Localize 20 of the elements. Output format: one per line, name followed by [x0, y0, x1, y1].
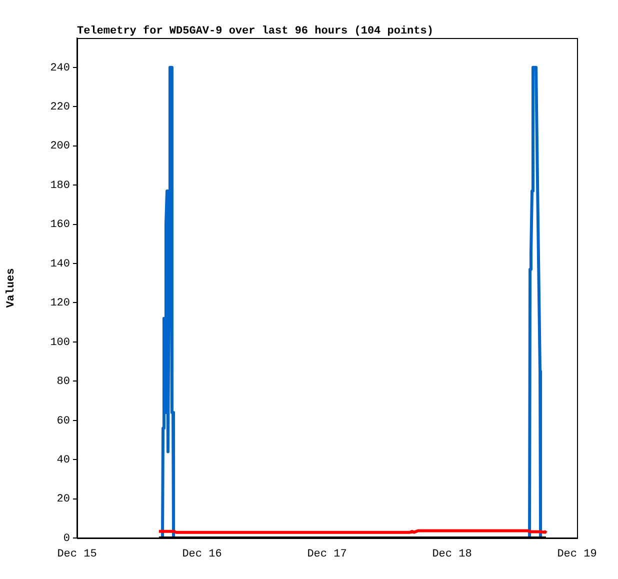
y-tick-label: 80 — [56, 376, 70, 388]
y-tick-label: 120 — [50, 298, 70, 310]
y-tick-label: 40 — [56, 454, 70, 466]
y-tick-label: 200 — [50, 140, 70, 153]
y-tick-label: 20 — [56, 494, 70, 506]
x-tick-label: Dec 17 — [307, 548, 347, 561]
y-tick-label: 240 — [50, 62, 70, 74]
y-tick-label: 180 — [50, 180, 70, 192]
y-axis-title: Values — [5, 268, 18, 308]
x-tick-label: Dec 16 — [182, 548, 222, 561]
y-tick-label: 0 — [63, 532, 70, 545]
x-tick-label: Dec 15 — [57, 548, 97, 561]
chart-title: Telemetry for WD5GAV-9 over last 96 hours (104 points) — [77, 24, 434, 38]
x-tick-label: Dec 18 — [432, 548, 472, 561]
y-tick-label: 220 — [50, 102, 70, 114]
y-tick-label: 160 — [50, 219, 70, 232]
y-tick-label: 100 — [50, 336, 70, 349]
y-tick-label: 60 — [56, 415, 70, 428]
y-tick-label: 140 — [50, 258, 70, 270]
x-tick-label: Dec 19 — [557, 548, 597, 561]
